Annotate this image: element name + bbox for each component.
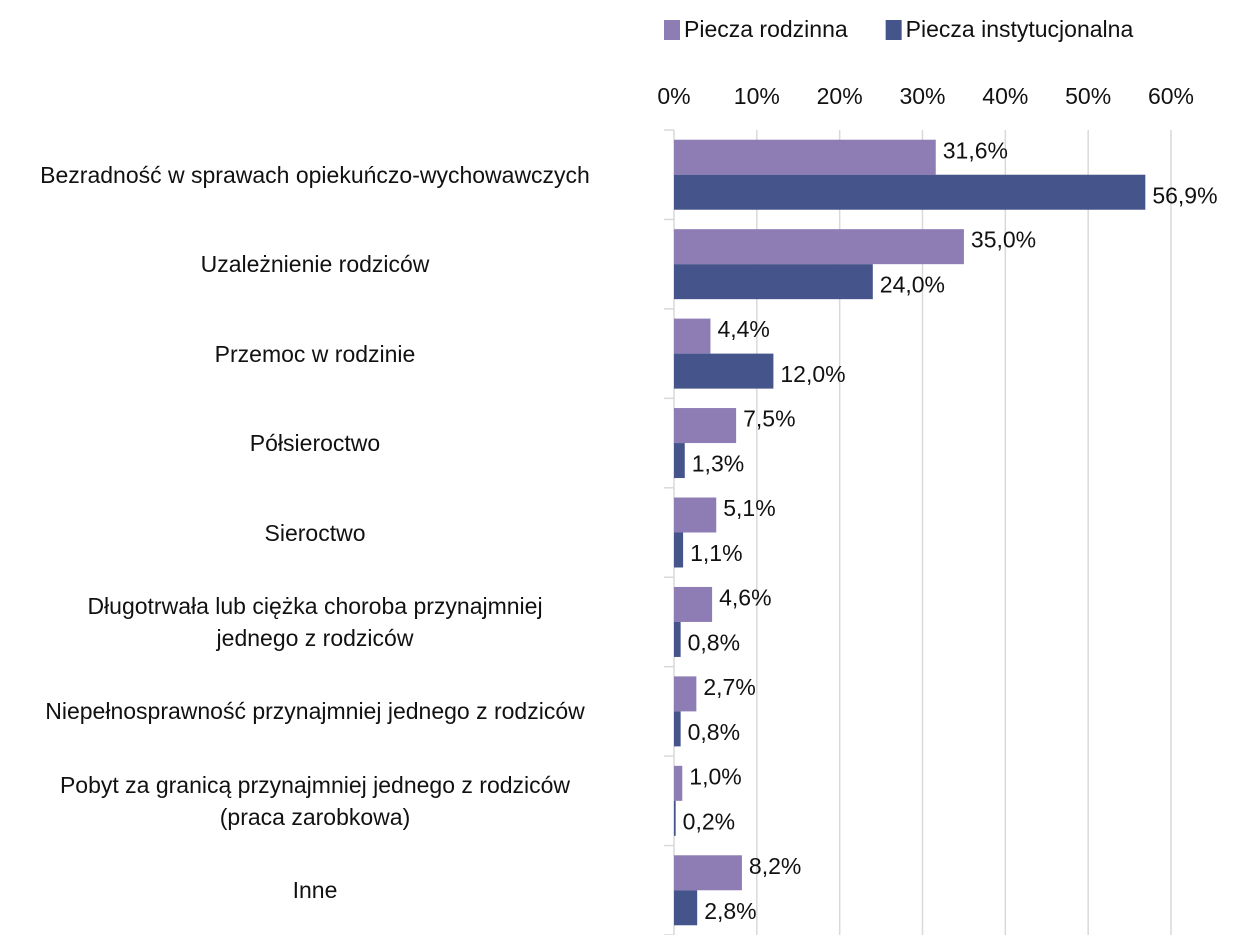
bar [674,890,698,926]
y-tick-label: Długotrwała lub ciężka choroba przynajmn… [87,592,543,651]
bar [674,532,684,568]
bar [674,676,697,712]
bar [674,318,711,354]
bar [674,139,936,175]
y-tick-label: Półsieroctwo [249,430,381,457]
bar [674,443,685,479]
bar [674,353,774,389]
data-label: 8,2% [749,853,801,879]
data-label: 56,9% [1152,182,1217,208]
x-tick-label: 0% [657,83,690,109]
y-tick-label: Bezradność w sprawach opiekuńczo-wychowa… [40,161,590,188]
x-tick-label: 20% [817,83,863,109]
y-tick-label: Inne [292,877,338,904]
data-label: 4,4% [717,316,769,342]
data-label: 5,1% [723,495,775,521]
bar [674,800,676,836]
data-label: 35,0% [971,227,1036,253]
data-label: 24,0% [880,272,945,298]
data-label: 0,8% [688,719,740,745]
y-tick-label: Niepełnosprawność przynajmniej jednego z… [45,698,585,725]
data-label: 0,8% [688,630,740,656]
data-label: 1,1% [690,540,742,566]
bar [674,586,713,622]
legend-swatch [664,20,680,40]
data-label: 12,0% [780,361,845,387]
legend-swatch [885,20,902,40]
x-tick-label: 40% [982,83,1028,109]
legend-label: Piecza rodzinna [684,16,848,42]
data-label: 2,8% [704,898,756,924]
bar [674,855,742,891]
legend-label: Piecza instytucjonalna [906,16,1134,42]
y-tick-label: Przemoc w rodzinie [214,340,416,367]
y-tick-label: Sieroctwo [264,519,366,546]
bar [674,711,681,747]
x-tick-label: 60% [1148,83,1194,109]
data-label: 7,5% [743,406,795,432]
bar [674,174,1146,210]
data-label: 1,0% [689,763,741,789]
bar [674,408,737,444]
data-label: 4,6% [719,585,771,611]
x-tick-label: 10% [734,83,780,109]
bar [674,497,717,533]
bar [674,765,683,801]
y-tick-label: Uzależnienie rodziców [200,251,430,278]
bar [674,621,681,657]
data-label: 31,6% [943,137,1008,163]
x-tick-label: 30% [899,83,945,109]
bar [674,229,964,265]
bar [674,264,873,300]
x-tick-label: 50% [1065,83,1111,109]
data-label: 1,3% [692,451,744,477]
data-label: 0,2% [683,808,735,834]
y-tick-label: Pobyt za granicą przynajmniej jednego z … [59,771,571,830]
data-label: 2,7% [703,674,755,700]
